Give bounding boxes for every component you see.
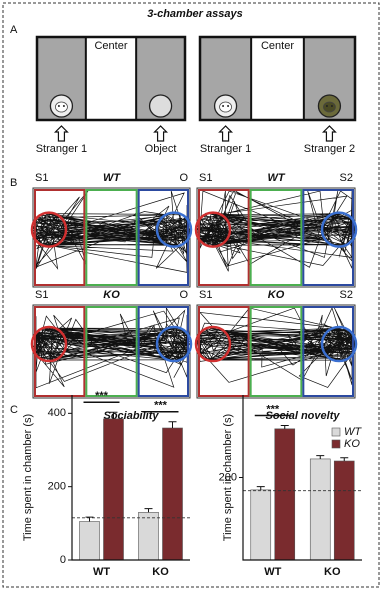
eye: [62, 105, 65, 107]
zone-circle: [155, 211, 193, 248]
object: [148, 94, 173, 118]
chamber-label: Center: [94, 40, 127, 52]
eye: [330, 105, 333, 107]
y-tick-label: 400: [48, 407, 66, 419]
track-label: WT: [267, 172, 285, 184]
animal-face: [55, 101, 68, 113]
bar: [309, 458, 331, 561]
panel-title: 3-chamber assays: [147, 8, 242, 20]
eye: [227, 105, 230, 107]
subject-label: Stranger 1: [200, 143, 251, 155]
animal-face: [323, 101, 336, 113]
x-tick-label: KO: [152, 566, 169, 578]
track-path: [195, 307, 356, 388]
legend-swatch: [331, 427, 341, 437]
bar: [138, 512, 159, 561]
error-bar: [340, 457, 349, 461]
track-label: O: [179, 172, 188, 184]
significance-label: ***: [154, 400, 168, 412]
track-label: KO: [268, 289, 285, 301]
zone-circle: [30, 325, 68, 363]
arrow: [153, 125, 169, 142]
significance-label: ***: [266, 403, 280, 415]
subject-label: Stranger 2: [304, 143, 355, 155]
bar: [103, 418, 124, 561]
zone-circle: [194, 325, 232, 363]
panel-label: B: [10, 177, 17, 189]
y-tick-label: 200: [219, 471, 237, 483]
track-label: WT: [103, 172, 121, 184]
panel-label: A: [10, 24, 18, 36]
significance-label: ***: [95, 390, 109, 402]
track-label: S1: [199, 172, 212, 184]
y-axis-label: Time spent in chamber (s): [22, 414, 34, 541]
track-path: [195, 190, 356, 272]
figure-border: [2, 2, 380, 588]
error-bar: [316, 455, 325, 459]
zone-circle: [155, 325, 193, 363]
panel-label: C: [10, 404, 18, 416]
y-axis-label: Time spent in chamber (s): [222, 414, 234, 541]
subject-label: Object: [145, 143, 177, 155]
track-label: O: [179, 289, 188, 301]
x-tick-label: KO: [324, 566, 341, 578]
animal-face: [219, 101, 232, 113]
bar: [162, 427, 183, 561]
legend-swatch: [331, 439, 341, 449]
axis: [71, 395, 190, 561]
bar: [79, 521, 100, 561]
zone-circle: [320, 325, 358, 363]
track-path: [32, 190, 192, 273]
y-tick-label: 0: [60, 554, 66, 566]
bar: [250, 489, 272, 561]
arrow: [218, 125, 234, 142]
y-tick-label: 200: [48, 481, 66, 493]
error-bar: [256, 486, 265, 490]
arrow: [321, 125, 337, 142]
legend-label: KO: [344, 438, 360, 450]
x-tick-label: WT: [93, 566, 110, 578]
track-label: S2: [340, 289, 353, 301]
zone-circle: [320, 211, 358, 248]
error-bar: [280, 425, 289, 429]
bar: [333, 460, 355, 561]
legend-label: WT: [344, 426, 362, 438]
arrow: [53, 125, 69, 142]
zone: [249, 189, 303, 286]
chamber-label: Center: [261, 40, 294, 52]
eye: [57, 105, 60, 107]
arena: [35, 35, 187, 122]
track-label: S1: [199, 289, 212, 301]
x-tick-label: WT: [264, 566, 281, 578]
bar: [274, 428, 296, 561]
zone-circle: [30, 211, 68, 248]
subject-label: Stranger 1: [36, 143, 87, 155]
zone: [249, 306, 303, 397]
chart-title: Social novelty: [266, 410, 341, 422]
track-label: S1: [35, 289, 48, 301]
track-label: S1: [35, 172, 48, 184]
error-bar: [168, 421, 177, 428]
axis: [242, 395, 362, 561]
arena: [198, 35, 357, 122]
zone: [85, 189, 138, 286]
track-label: S2: [340, 172, 353, 184]
error-bar: [109, 411, 118, 419]
error-bar: [144, 508, 153, 513]
zone-circle: [194, 211, 232, 248]
zone: [85, 306, 138, 397]
eye: [325, 105, 328, 107]
track-label: KO: [103, 289, 120, 301]
eye: [222, 105, 225, 107]
